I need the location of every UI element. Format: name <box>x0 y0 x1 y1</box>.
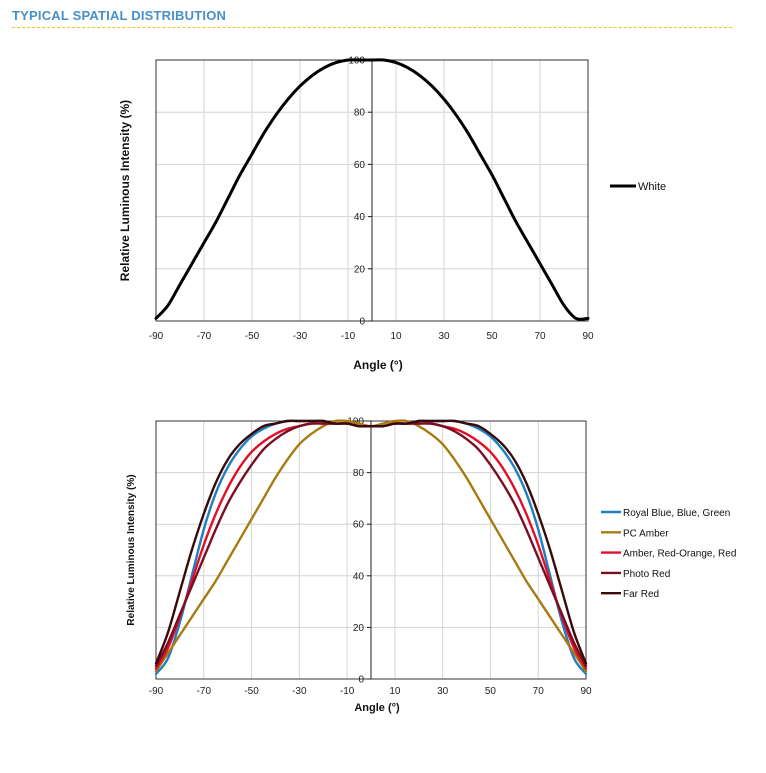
x-tick-label: 90 <box>582 331 594 342</box>
y-tick-label: 60 <box>354 160 366 171</box>
x-tick-label: 30 <box>438 331 450 342</box>
y-tick-label: 0 <box>359 317 365 328</box>
y-tick-label: 60 <box>353 520 365 531</box>
y-axis-title: Relative Luminous Intensity (%) <box>126 474 137 625</box>
y-tick-label: 0 <box>358 675 364 686</box>
y-tick-label: 80 <box>353 468 365 479</box>
series-line-1 <box>154 58 590 321</box>
x-tick-label: 50 <box>486 331 498 342</box>
x-tick-label: 90 <box>580 686 592 697</box>
legend-label: PC Amber <box>623 528 669 539</box>
x-tick-label: -50 <box>245 331 260 342</box>
x-tick-label: 10 <box>390 331 402 342</box>
x-tick-label: -50 <box>244 686 259 697</box>
x-tick-label: 50 <box>485 686 497 697</box>
y-tick-label: 40 <box>353 571 365 582</box>
legend: Royal Blue, Blue, Green PC Amber Amber, Re… <box>601 508 736 600</box>
x-tick-label: -90 <box>149 686 164 697</box>
x-tick-label: -30 <box>292 686 307 697</box>
series-line-5 <box>154 419 588 665</box>
legend-label: Amber, Red-Orange, Red <box>623 549 736 560</box>
title-divider <box>12 27 732 28</box>
x-tick-label: -90 <box>149 331 164 342</box>
section-title: TYPICAL SPATIAL DISTRIBUTION <box>12 8 227 23</box>
legend-label: Far Red <box>623 589 659 600</box>
y-tick-label: 20 <box>354 264 366 275</box>
y-tick-label: 20 <box>353 623 365 634</box>
x-tick-label: 30 <box>437 686 449 697</box>
legend-label: White <box>638 181 666 193</box>
x-tick-label: 70 <box>533 686 545 697</box>
x-tick-label: -10 <box>340 686 355 697</box>
x-axis-title: Angle (°) <box>353 358 402 372</box>
x-tick-label: 70 <box>534 331 546 342</box>
y-tick-label: 40 <box>354 212 366 223</box>
legend-label: Royal Blue, Blue, Green <box>623 508 730 519</box>
legend-label: Photo Red <box>623 569 670 580</box>
y-tick-label: 80 <box>354 108 366 119</box>
y-axis-title: Relative Luminous Intensity (%) <box>118 100 132 281</box>
x-tick-label: 10 <box>389 686 401 697</box>
x-tick-label: -70 <box>197 686 212 697</box>
x-tick-label: -10 <box>341 331 356 342</box>
legend: White <box>610 181 666 193</box>
x-tick-label: -30 <box>293 331 308 342</box>
x-tick-label: -70 <box>197 331 212 342</box>
x-axis-title: Angle (°) <box>354 702 400 714</box>
